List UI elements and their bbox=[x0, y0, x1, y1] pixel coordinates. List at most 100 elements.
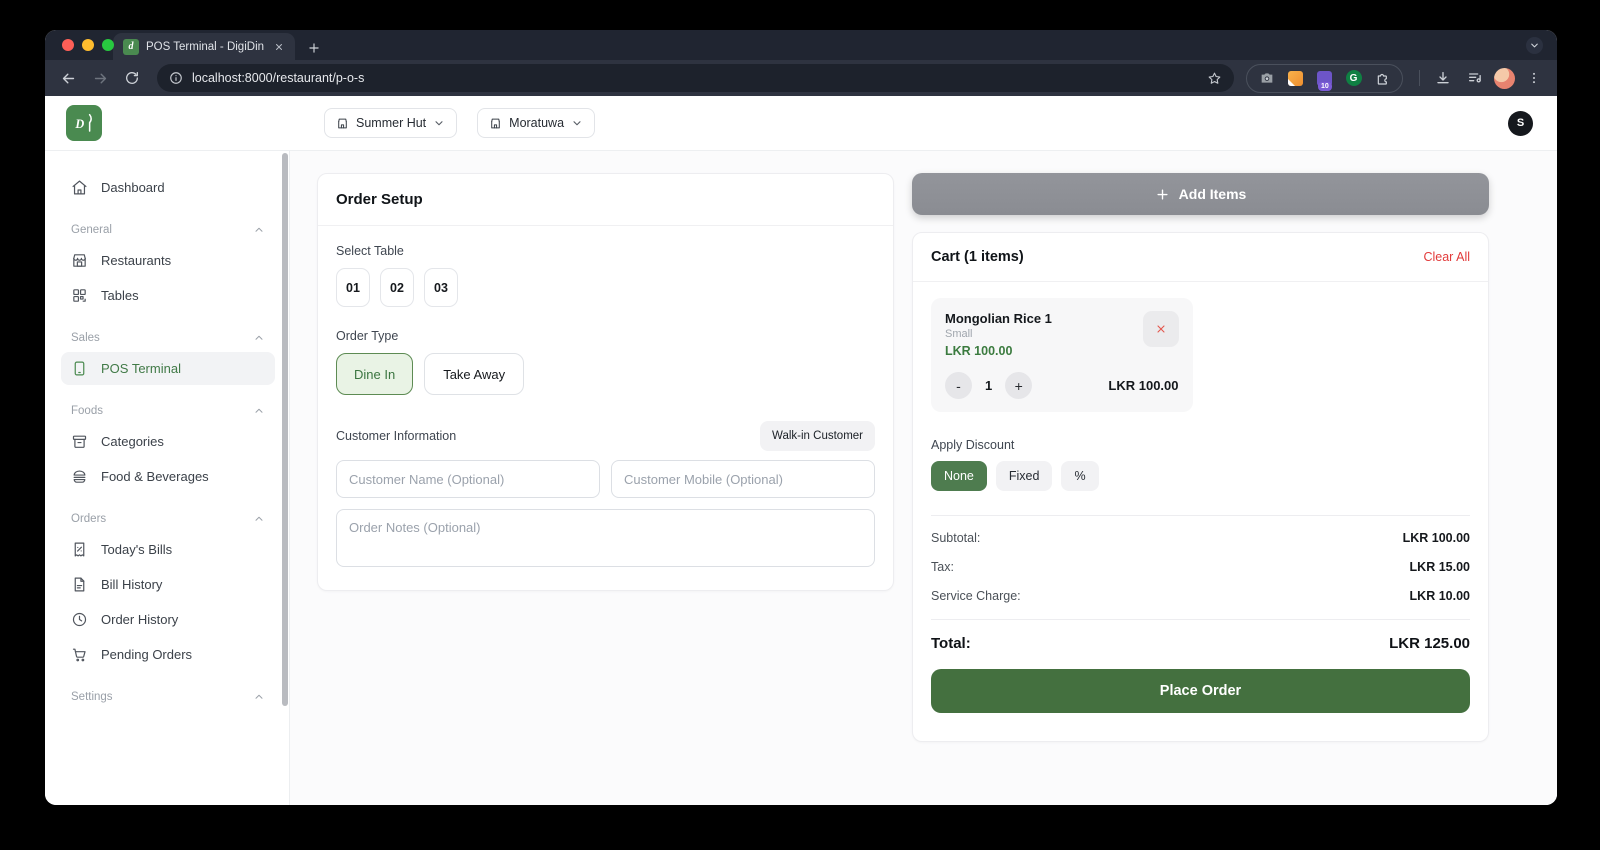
tax-row: Tax: LKR 15.00 bbox=[931, 560, 1470, 574]
camera-extension-icon[interactable] bbox=[1258, 70, 1275, 87]
close-window-button[interactable] bbox=[62, 39, 74, 51]
sidebar-item-label: Today's Bills bbox=[101, 542, 173, 557]
subtotal-row: Subtotal: LKR 100.00 bbox=[931, 531, 1470, 545]
browser-window: d POS Terminal - DigiDine localhost:8 bbox=[45, 30, 1557, 805]
browser-profile-avatar[interactable] bbox=[1494, 67, 1515, 89]
sidebar: Dashboard General Restaurants Tables Sal… bbox=[45, 151, 290, 805]
sidebar-item-pos-terminal[interactable]: POS Terminal bbox=[61, 352, 275, 385]
chevron-down-icon bbox=[435, 121, 443, 126]
place-order-button[interactable]: Place Order bbox=[931, 669, 1470, 713]
total-label: Total: bbox=[931, 635, 971, 652]
url-bar[interactable]: localhost:8000/restaurant/p-o-s bbox=[157, 64, 1234, 92]
sidebar-item-restaurants[interactable]: Restaurants bbox=[61, 244, 275, 277]
sidebar-item-pending-orders[interactable]: Pending Orders bbox=[61, 638, 275, 671]
window-controls bbox=[62, 39, 114, 51]
service-charge-value: LKR 10.00 bbox=[1409, 589, 1470, 603]
site-info-icon[interactable] bbox=[169, 71, 183, 85]
sidebar-section-settings[interactable]: Settings bbox=[61, 691, 275, 703]
remove-item-button[interactable] bbox=[1142, 311, 1179, 347]
sidebar-item-label: Tables bbox=[101, 288, 139, 303]
subtotal-value: LKR 100.00 bbox=[1402, 531, 1470, 545]
extensions-capsule: 10 G bbox=[1246, 63, 1403, 93]
sidebar-section-sales[interactable]: Sales bbox=[61, 332, 275, 344]
service-charge-label: Service Charge: bbox=[931, 589, 1021, 603]
tab-search-chevron-icon[interactable] bbox=[1526, 37, 1543, 54]
sidebar-item-label: Food & Beverages bbox=[101, 469, 209, 484]
grammarly-extension-icon[interactable]: G bbox=[1345, 70, 1362, 87]
service-charge-row: Service Charge: LKR 10.00 bbox=[931, 589, 1470, 603]
cart-title: Cart (1 items) bbox=[931, 249, 1024, 265]
sidebar-section-general[interactable]: General bbox=[61, 224, 275, 236]
order-notes-input[interactable] bbox=[336, 509, 875, 567]
digidine-logo[interactable]: D bbox=[66, 105, 102, 141]
walk-in-customer-button[interactable]: Walk-in Customer bbox=[760, 421, 875, 451]
back-icon[interactable] bbox=[55, 65, 81, 91]
sidebar-section-foods[interactable]: Foods bbox=[61, 405, 275, 417]
tax-value: LKR 15.00 bbox=[1409, 560, 1470, 574]
order-setup-title: Order Setup bbox=[318, 174, 893, 226]
table-button-03[interactable]: 03 bbox=[424, 268, 458, 307]
sidebar-item-categories[interactable]: Categories bbox=[61, 425, 275, 458]
total-row: Total: LKR 125.00 bbox=[931, 635, 1470, 652]
main-content: Order Setup Select Table 01 02 03 Order … bbox=[290, 151, 1557, 805]
forward-icon[interactable] bbox=[87, 65, 113, 91]
storefront-icon bbox=[73, 254, 86, 267]
customer-name-input[interactable] bbox=[336, 460, 600, 498]
discount-fixed-button[interactable]: Fixed bbox=[995, 461, 1053, 491]
chevron-up-icon bbox=[255, 335, 263, 340]
new-tab-button[interactable] bbox=[307, 41, 321, 55]
dine-in-button[interactable]: Dine In bbox=[336, 353, 414, 395]
minimize-window-button[interactable] bbox=[82, 39, 94, 51]
clock-icon bbox=[72, 612, 87, 627]
cart-items: Mongolian Rice 1 Small LKR 100.00 bbox=[931, 298, 1470, 412]
tab-strip: d POS Terminal - DigiDine bbox=[45, 30, 1557, 60]
receipt-icon bbox=[74, 542, 85, 557]
totals-divider bbox=[931, 515, 1470, 516]
notes-extension-icon[interactable] bbox=[1287, 70, 1304, 87]
section-label: Orders bbox=[71, 513, 107, 525]
browser-tab[interactable]: d POS Terminal - DigiDine bbox=[113, 33, 295, 60]
zoom-window-button[interactable] bbox=[102, 39, 114, 51]
sidebar-item-todays-bills[interactable]: Today's Bills bbox=[61, 533, 275, 566]
branch-selector[interactable]: Moratuwa bbox=[477, 108, 596, 138]
url-text[interactable]: localhost:8000/restaurant/p-o-s bbox=[192, 71, 365, 85]
reading-list-icon[interactable] bbox=[1462, 65, 1488, 91]
downloads-icon[interactable] bbox=[1430, 65, 1456, 91]
sidebar-item-dashboard[interactable]: Dashboard bbox=[61, 171, 275, 204]
increase-qty-button[interactable]: + bbox=[1005, 372, 1033, 399]
file-text-icon bbox=[74, 577, 85, 592]
store-icon bbox=[338, 118, 347, 128]
discount-none-button[interactable]: None bbox=[931, 461, 987, 491]
sidebar-item-order-history[interactable]: Order History bbox=[61, 603, 275, 636]
sidebar-item-tables[interactable]: Tables bbox=[61, 279, 275, 312]
tablet-icon bbox=[74, 361, 85, 376]
tab-close-icon[interactable] bbox=[271, 39, 287, 55]
discount-percent-button[interactable]: % bbox=[1061, 461, 1099, 491]
sidebar-item-bill-history[interactable]: Bill History bbox=[61, 568, 275, 601]
sidebar-scrollbar[interactable] bbox=[282, 153, 288, 706]
reload-icon[interactable] bbox=[119, 65, 145, 91]
bookmark-star-icon[interactable] bbox=[1207, 71, 1222, 86]
user-avatar[interactable]: S bbox=[1508, 110, 1533, 136]
chevron-up-icon bbox=[255, 694, 263, 699]
app-page: D Summer Hut Moratuwa S bbox=[45, 96, 1557, 805]
take-away-button[interactable]: Take Away bbox=[424, 353, 525, 395]
section-label: Settings bbox=[71, 691, 113, 703]
browser-menu-icon[interactable] bbox=[1521, 65, 1547, 91]
extensions-puzzle-icon[interactable] bbox=[1374, 70, 1391, 87]
qty-value: 1 bbox=[985, 378, 993, 393]
add-items-button[interactable]: Add Items bbox=[912, 173, 1489, 215]
customer-mobile-input[interactable] bbox=[611, 460, 875, 498]
table-button-01[interactable]: 01 bbox=[336, 268, 370, 307]
order-type-buttons: Dine In Take Away bbox=[336, 353, 875, 395]
decrease-qty-button[interactable]: - bbox=[945, 372, 972, 399]
table-button-02[interactable]: 02 bbox=[380, 268, 414, 307]
store-icon bbox=[491, 118, 500, 128]
restaurant-selector[interactable]: Summer Hut bbox=[324, 108, 458, 138]
total-value: LKR 125.00 bbox=[1389, 635, 1470, 652]
discount-options: None Fixed % bbox=[931, 461, 1470, 491]
sidebar-item-food-beverages[interactable]: Food & Beverages bbox=[61, 460, 275, 493]
sidebar-section-orders[interactable]: Orders bbox=[61, 513, 275, 525]
purple-extension-icon[interactable]: 10 bbox=[1316, 70, 1333, 91]
clear-all-button[interactable]: Clear All bbox=[1423, 250, 1470, 264]
